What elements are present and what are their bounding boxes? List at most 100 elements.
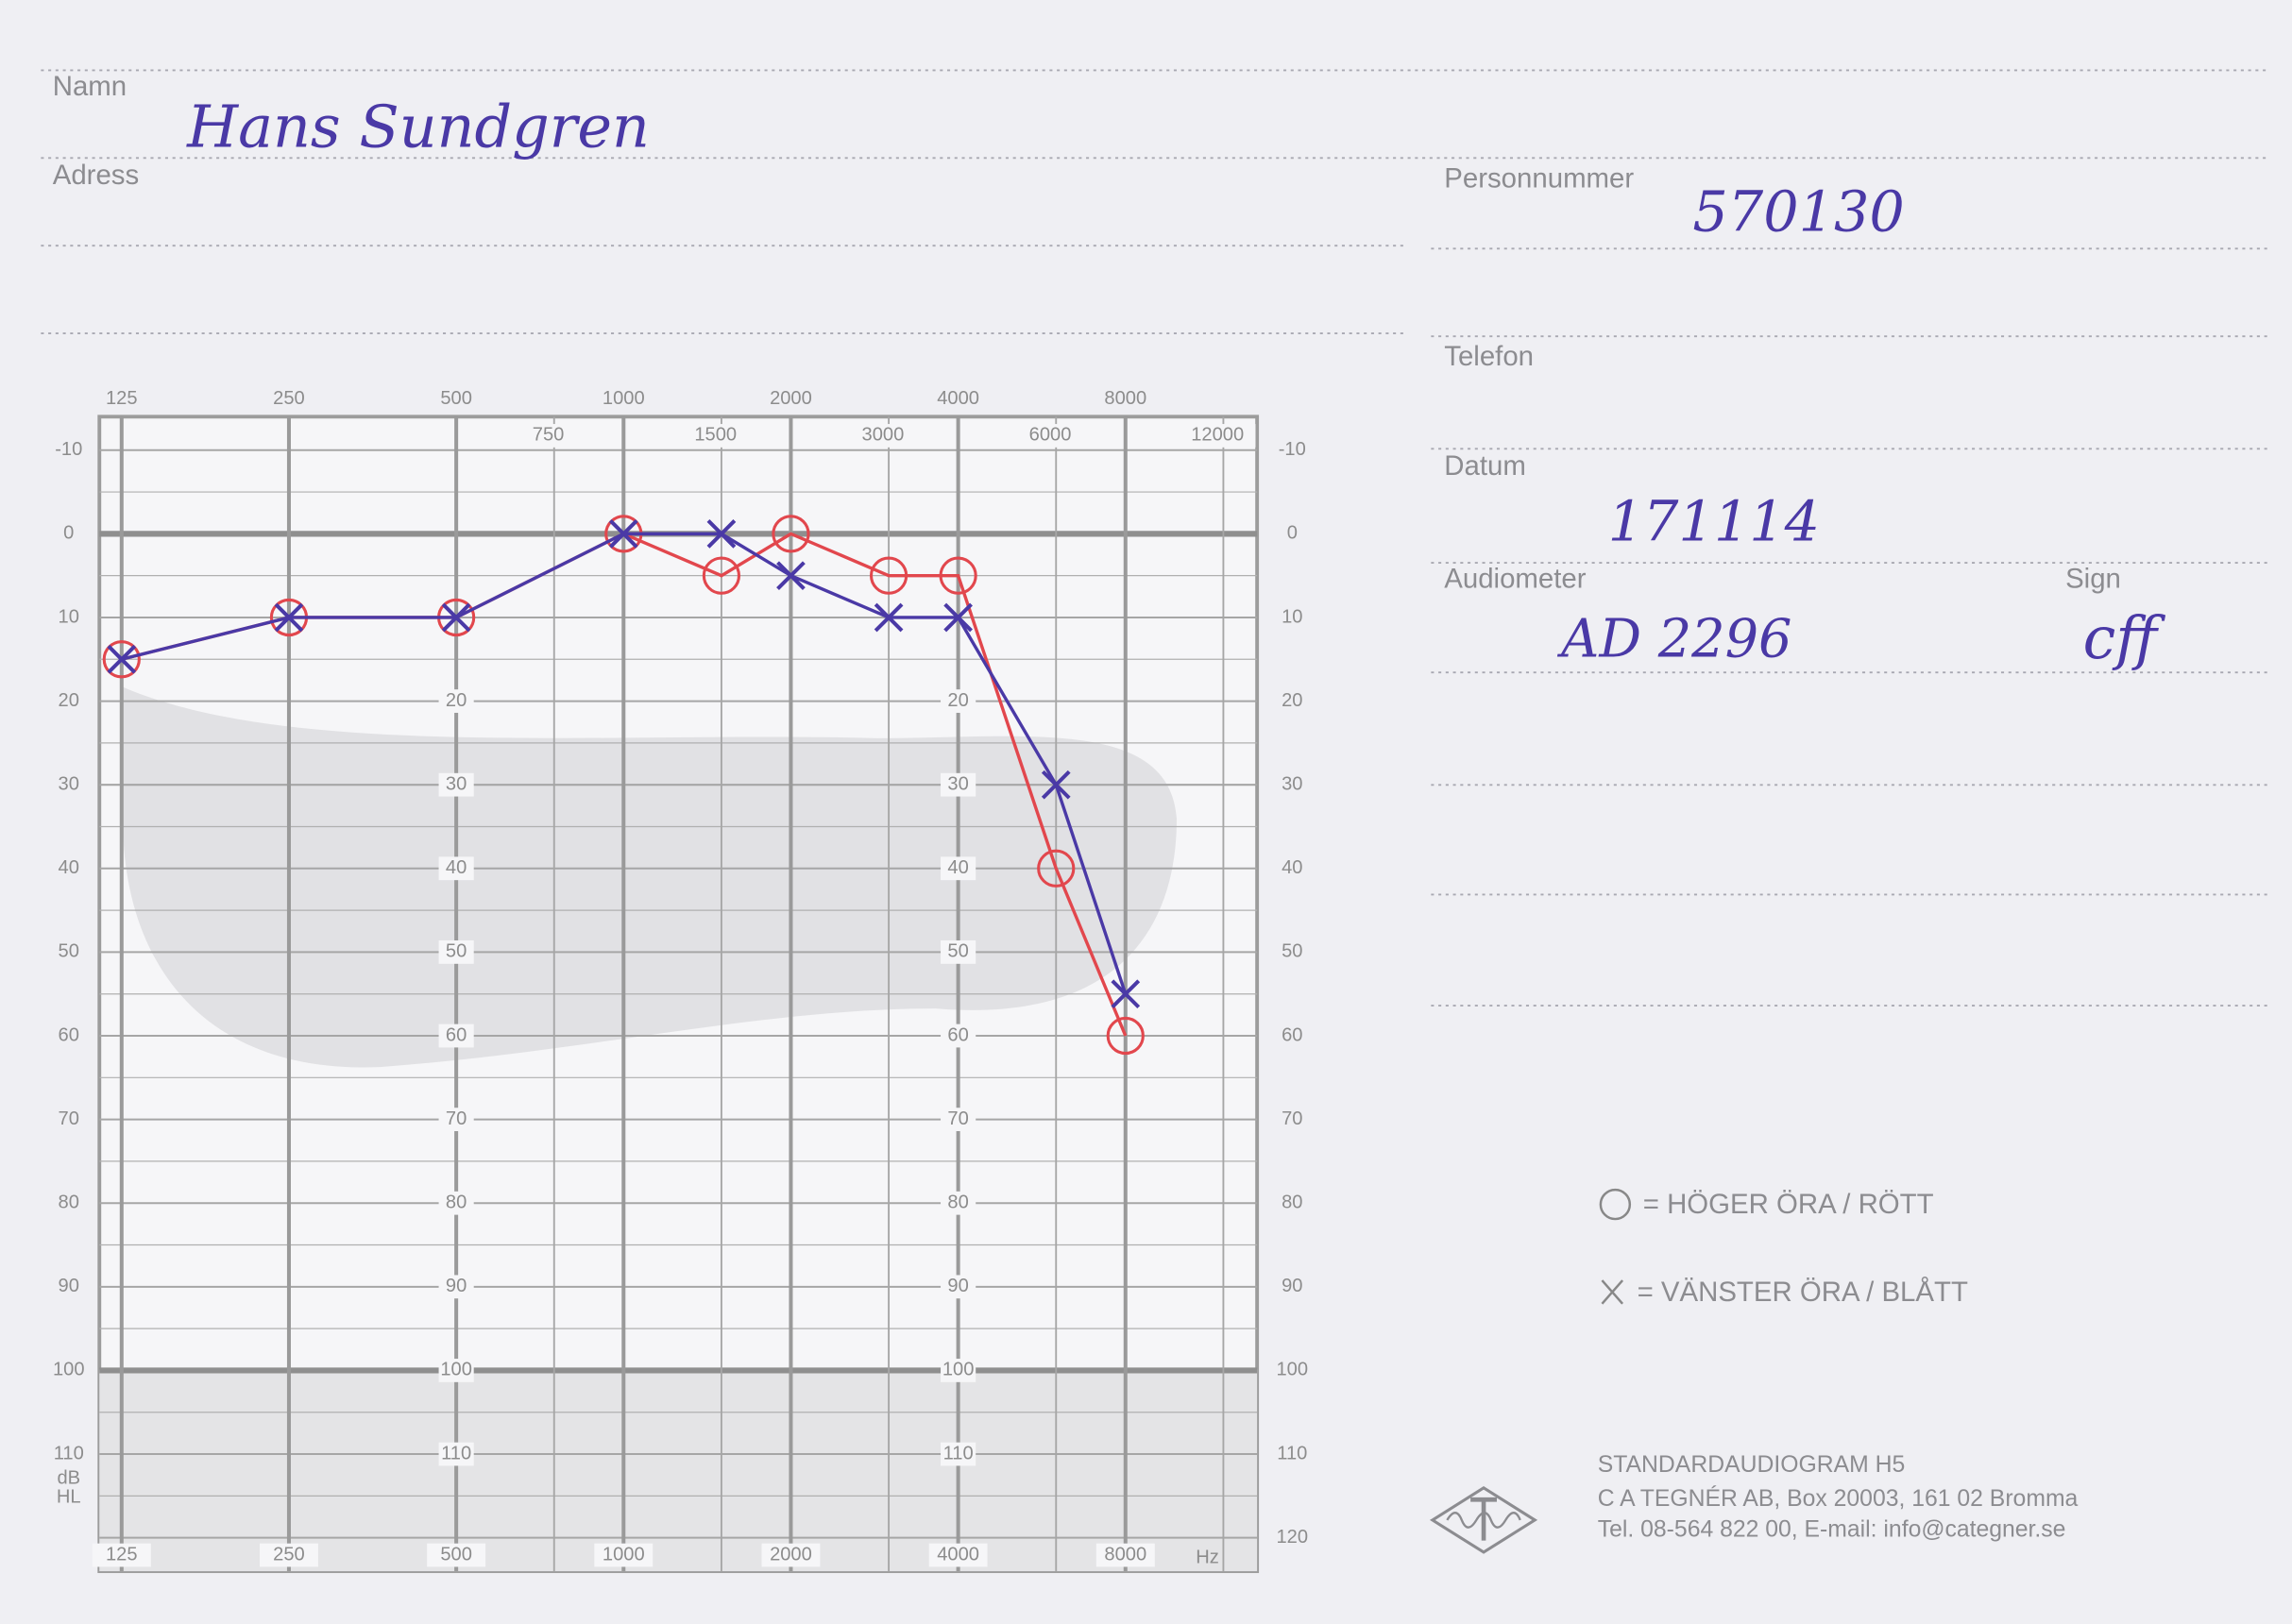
shaded-band [99, 1369, 1258, 1572]
audiometer-value: AD 2296 [1556, 609, 1791, 670]
tick-label-bg [438, 1442, 474, 1466]
tick-label-bg [1024, 424, 1089, 448]
marker-x [107, 644, 137, 674]
tick-label-bg [941, 856, 976, 881]
legend-circle [1599, 1188, 1632, 1221]
y-tick-label: -10 [55, 439, 82, 460]
y-tick-label-right: 90 [1282, 1276, 1302, 1296]
marker-x [441, 602, 471, 633]
sign-value: cff [2083, 604, 2166, 672]
x-minor-tick-label: 750 [533, 425, 565, 446]
tick-label-bg [928, 1543, 988, 1567]
y-tick-label-right: 50 [1282, 941, 1302, 962]
y-tick-label-right: 110 [1277, 1443, 1307, 1463]
inner-y-tick-label: 60 [947, 1024, 968, 1045]
footer-line: C A TEGNÉR AB, Box 20003, 161 02 Bromma [1598, 1486, 2079, 1512]
inner-y-tick-label: 110 [441, 1443, 471, 1463]
legend-label: = VÄNSTER ÖRA / BLÅTT [1638, 1277, 1968, 1308]
inner-y-tick-label: 110 [943, 1443, 974, 1463]
footer-line: Tel. 08-564 822 00, E-mail: info@categne… [1598, 1516, 2066, 1542]
name-label: Namn [53, 71, 127, 102]
form-lines [41, 69, 2269, 1007]
y-tick-label-right: 80 [1282, 1193, 1302, 1213]
y-tick-label: 90 [59, 1276, 79, 1296]
tick-label-bg [438, 1191, 474, 1215]
tick-label-bg [438, 1359, 474, 1382]
x-minor-tick-label: 3000 [862, 425, 905, 446]
inner-y-tick-label: 40 [947, 857, 968, 878]
tick-label-bg [438, 856, 474, 881]
y-tick-label: 50 [59, 941, 79, 962]
x-tick-label: 8000 [1104, 1544, 1146, 1565]
marker-x [1041, 770, 1071, 800]
x-tick-label-top: 500 [440, 388, 472, 409]
marker-x [274, 602, 304, 633]
tick-label-bg [941, 940, 976, 964]
tick-label-bg [92, 1543, 151, 1567]
tick-label-bg [857, 424, 922, 448]
y-tick-label: 110 [54, 1443, 84, 1463]
x-minor-tick-label: 12000 [1191, 425, 1244, 446]
tick-label-bg [438, 1108, 474, 1131]
x-tick-label-top: 250 [273, 388, 305, 409]
series-line [121, 532, 1128, 995]
x-tick-label: 4000 [937, 1544, 979, 1565]
tick-label-bg [941, 772, 976, 797]
sign-label: Sign [2065, 563, 2121, 594]
tick-label-bg [521, 424, 586, 448]
y-tick-label: 80 [59, 1193, 79, 1213]
audiogram: -10 -10 0 0 10 10 20 20 30 30 40 40 50 50 60 60 70 70 80 80… [53, 388, 1308, 1574]
y-axis-label: dB HL [57, 1468, 81, 1508]
legend: = HÖGER ÖRA / RÖTT = VÄNSTER ÖRA / BLÅTT [1599, 1188, 1968, 1308]
marker-x [608, 519, 638, 549]
y-tick-label-right: 60 [1282, 1024, 1302, 1045]
marker-circle [869, 556, 908, 595]
y-tick-label: 100 [53, 1360, 85, 1380]
tick-label-bg [941, 1191, 976, 1215]
y-tick-label: 0 [63, 523, 74, 544]
x-tick-label-top: 4000 [937, 388, 979, 409]
tick-label-bg [1191, 424, 1256, 448]
x-tick-label: 250 [273, 1544, 305, 1565]
address-label: Adress [53, 160, 139, 191]
x-tick-label: 500 [440, 1544, 472, 1565]
tick-label-bg [688, 424, 754, 448]
y-tick-label-right: 70 [1282, 1108, 1302, 1129]
marker-circle [702, 556, 741, 595]
x-tick-label-top: 8000 [1104, 388, 1146, 409]
telefon-label: Telefon [1444, 341, 1534, 372]
x-minor-tick-label: 1500 [694, 425, 737, 446]
tick-label-bg [941, 1442, 976, 1466]
y-tick-label: 70 [59, 1108, 79, 1129]
y-tick-label: 30 [59, 773, 79, 794]
marker-circle [772, 515, 810, 553]
marker-x [706, 519, 737, 549]
inner-y-tick-label: 50 [446, 941, 467, 962]
datum-label: Datum [1444, 450, 1526, 482]
marker-x [943, 602, 973, 633]
y-tick-label: 20 [59, 690, 79, 711]
y-tick-label: 60 [59, 1024, 79, 1045]
tick-label-bg [761, 1543, 821, 1567]
marker-circle [1106, 1016, 1145, 1056]
x-minor-tick-label: 6000 [1029, 425, 1072, 446]
y-tick-label-right: 20 [1282, 690, 1302, 711]
inner-y-tick-label: 20 [446, 690, 467, 711]
y-tick-label-right: -10 [1279, 439, 1306, 460]
tick-label-bg [438, 772, 474, 797]
tick-label-bg [438, 940, 474, 964]
inner-y-tick-label: 100 [942, 1360, 975, 1380]
tick-label-bg [260, 1543, 318, 1567]
x-tick-label-top: 2000 [770, 388, 812, 409]
x-tick-label-top: 125 [106, 388, 138, 409]
inner-y-tick-label: 30 [446, 773, 467, 794]
y-tick-label-right: 0 [1287, 523, 1298, 544]
marker-x [776, 561, 806, 591]
inner-y-tick-label: 90 [446, 1276, 467, 1296]
legend-x [1601, 1279, 1624, 1305]
inner-y-tick-label: 70 [947, 1108, 968, 1129]
inner-y-tick-label: 100 [440, 1360, 472, 1380]
tick-label-bg [941, 689, 976, 713]
tick-label-bg [427, 1543, 486, 1567]
marker-x [874, 602, 904, 633]
